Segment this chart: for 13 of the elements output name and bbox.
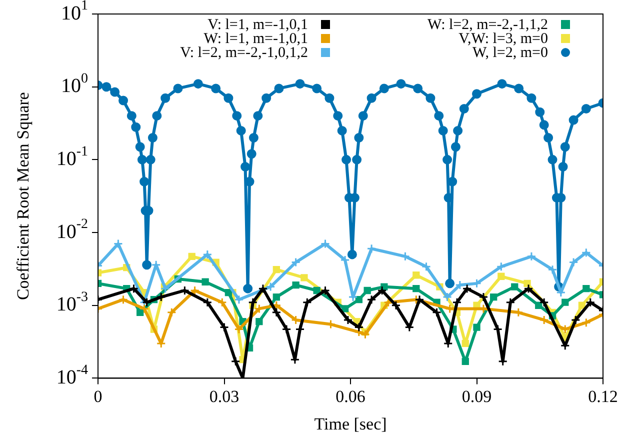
legend-label: V,W: l=3, m=0 <box>458 31 548 47</box>
legend-label: V: l=2, m=-2,-1,0,1,2 <box>180 45 308 61</box>
legend-label: W, l=2, m=0 <box>472 45 548 61</box>
y-axis-title: Coefficient Root Mean Square <box>14 92 33 300</box>
legend-label: V: l=1, m=-1,0,1 <box>208 17 308 33</box>
x-axis-title: Time [sec] <box>314 414 387 434</box>
x-tick-label: 0.03 <box>209 386 240 406</box>
x-tick-label: 0.06 <box>336 386 366 406</box>
x-tick-label: 0 <box>94 386 102 406</box>
legend-label: W: l=2, m=-2,-1,1,2 <box>427 17 548 33</box>
x-tick-label: 0.09 <box>462 386 492 406</box>
x-tick-label: 0.12 <box>588 386 618 406</box>
legend-label: W: l=1, m=-1,0,1 <box>204 31 308 47</box>
